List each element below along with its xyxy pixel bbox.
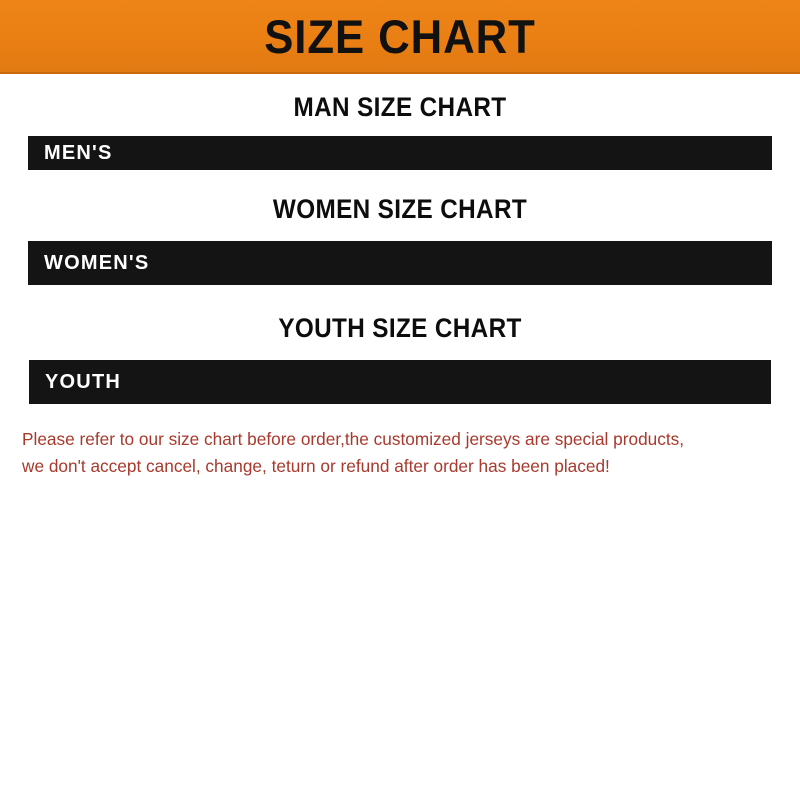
women-section-title: WOMEN SIZE CHART: [272, 194, 528, 224]
youth-header-row: YOUTH: [29, 360, 771, 404]
women-corner-label: WOMEN'S: [44, 251, 150, 274]
man-header-row: MEN'S: [28, 136, 772, 170]
youth-section-title: YOUTH SIZE CHART: [278, 313, 522, 343]
man-corner-label: MEN'S: [44, 141, 113, 164]
women-header-row: WOMEN'S: [28, 241, 772, 285]
youth-size-table: YOUTH: [29, 360, 771, 404]
youth-corner-label: YOUTH: [45, 370, 121, 393]
order-policy-note-line-1: Please refer to our size chart before or…: [22, 429, 685, 449]
page-title: SIZE CHART: [264, 9, 536, 63]
man-size-table: MEN'S: [28, 136, 772, 170]
women-table-head: WOMEN'S: [28, 241, 772, 285]
banner: SIZE CHART: [0, 0, 800, 74]
youth-table-head: YOUTH: [29, 360, 771, 404]
man-table-head: MEN'S: [28, 136, 772, 170]
man-section-title: MAN SIZE CHART: [293, 92, 507, 122]
order-policy-note: Please refer to our size chart before or…: [22, 426, 767, 479]
order-policy-note-line-2: we don't accept cancel, change, teturn o…: [22, 455, 610, 476]
women-size-table: WOMEN'S: [28, 241, 772, 285]
